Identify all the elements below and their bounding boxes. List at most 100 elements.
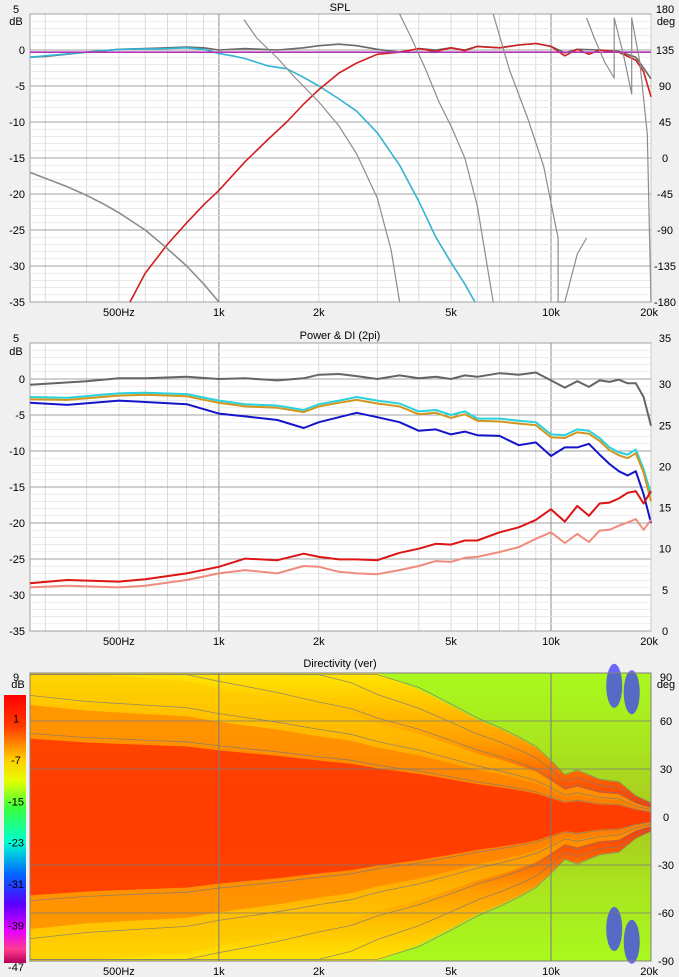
contour-line [29, 821, 652, 901]
colorbar-unit: dB [11, 679, 24, 691]
power-di-chart: Power & DI (2pi) dB 0 -5 -10 -15 -20 -25 -30 -3… [9, 330, 671, 648]
y-tick-label: -5 [15, 81, 25, 93]
series-line [29, 391, 652, 495]
x-tick-label: 1k [213, 636, 225, 648]
y-right-tick-label: 15 [659, 503, 671, 515]
y-right-tick-label: 90 [660, 672, 672, 684]
contour-line [30, 674, 652, 804]
chart-title: Directivity (ver) [303, 658, 376, 670]
y-right-tick-label: 10 [659, 544, 671, 556]
colorbar-tick-label: -31 [8, 879, 24, 891]
colorbar-tick-label: -39 [8, 921, 24, 933]
colorbar-tick-label: -47 [8, 962, 24, 974]
y-right-tick-label: 35 [659, 333, 671, 345]
y-tick-label: -20 [9, 189, 25, 201]
y-tick-label: -35 [9, 297, 25, 309]
chart-title: SPL [330, 2, 351, 14]
colorbar [4, 695, 26, 963]
y-tick-label: 5 [13, 333, 19, 345]
y-right-tick-label: 180 [656, 4, 674, 16]
null-region [623, 670, 640, 715]
offaxis-region [30, 830, 651, 961]
y-tick-label: -10 [9, 446, 25, 458]
y-tick-label: -20 [9, 518, 25, 530]
x-tick-label: 2k [313, 966, 325, 977]
colorbar-tick-label: 9 [13, 672, 19, 684]
y-tick-label: 5 [13, 4, 19, 16]
y-right-tick-label: 30 [660, 764, 672, 776]
directivity-chart: Directivity (ver) dB deg [4, 658, 675, 977]
series-line [29, 47, 476, 303]
x-tick-label: 500Hz [103, 636, 135, 648]
contour-line [30, 674, 652, 808]
y-tick-label: -10 [9, 117, 25, 129]
y-tick-label: -25 [9, 225, 25, 237]
y-right-tick-label: 5 [662, 585, 668, 597]
series-line [29, 171, 220, 303]
y-right-tick-label: -180 [654, 297, 676, 309]
level-band [30, 738, 651, 896]
y-tick-label: -30 [9, 261, 25, 273]
y-right-tick-label: 0 [662, 626, 668, 638]
offaxis-region [30, 673, 651, 804]
spl-chart: SPL dB deg 0 -5 -10 -15 -20 -25 -30 -35 5 180 135… [9, 2, 676, 319]
x-tick-label: 10k [542, 966, 560, 977]
series-line [29, 518, 652, 589]
y-right-tick-label: 45 [659, 117, 671, 129]
colorbar-tick-label: -23 [8, 838, 24, 850]
x-tick-label: 2k [313, 307, 325, 319]
colorbar-tick-label: 1 [13, 713, 19, 725]
x-tick-label: 10k [542, 307, 560, 319]
left-axis-unit: dB [9, 16, 22, 28]
left-axis-unit: dB [9, 346, 22, 358]
colorbar-tick-label: -15 [8, 796, 24, 808]
x-tick-label: 5k [445, 966, 457, 977]
y-tick-label: -30 [9, 590, 25, 602]
x-tick-label: 10k [542, 636, 560, 648]
x-tick-label: 500Hz [103, 966, 135, 977]
colorbar-tick-label: -7 [11, 755, 21, 767]
x-tick-label: 500Hz [103, 307, 135, 319]
null-region [606, 907, 623, 951]
series-line [29, 393, 652, 502]
y-right-tick-label: 0 [663, 812, 669, 824]
y-right-tick-label: -135 [654, 261, 676, 273]
right-axis-unit: deg [657, 16, 675, 28]
x-tick-label: 1k [213, 966, 225, 977]
x-tick-label: 20k [640, 636, 658, 648]
series-line [29, 399, 652, 524]
x-tick-label: 1k [213, 307, 225, 319]
x-tick-label: 20k [640, 966, 658, 977]
y-right-tick-label: 30 [659, 379, 671, 391]
y-tick-label: -35 [9, 626, 25, 638]
y-tick-label: 0 [19, 45, 25, 57]
x-tick-label: 20k [640, 307, 658, 319]
y-right-tick-label: 20 [659, 461, 671, 473]
null-region [623, 919, 640, 964]
y-right-tick-label: -90 [658, 956, 674, 968]
contour-line [30, 826, 652, 960]
y-right-tick-label: 90 [659, 81, 671, 93]
y-right-tick-label: -60 [658, 908, 674, 920]
y-right-tick-label: -45 [657, 189, 673, 201]
x-tick-label: 5k [445, 307, 457, 319]
y-right-tick-label: 0 [662, 153, 668, 165]
chart-title: Power & DI (2pi) [300, 330, 381, 342]
y-tick-label: -15 [9, 482, 25, 494]
y-tick-label: 0 [19, 374, 25, 386]
series-line [29, 371, 652, 427]
contour-line [29, 733, 652, 813]
series-line [29, 490, 652, 585]
y-tick-label: -5 [15, 410, 25, 422]
contour-line [30, 830, 652, 960]
null-region [606, 663, 623, 708]
y-right-tick-label: -90 [657, 225, 673, 237]
y-right-tick-label: 135 [656, 45, 674, 57]
series-line [129, 42, 652, 303]
y-right-tick-label: 60 [660, 716, 672, 728]
contour-line [29, 823, 652, 939]
contour-line [29, 695, 652, 811]
series-line [243, 13, 652, 303]
